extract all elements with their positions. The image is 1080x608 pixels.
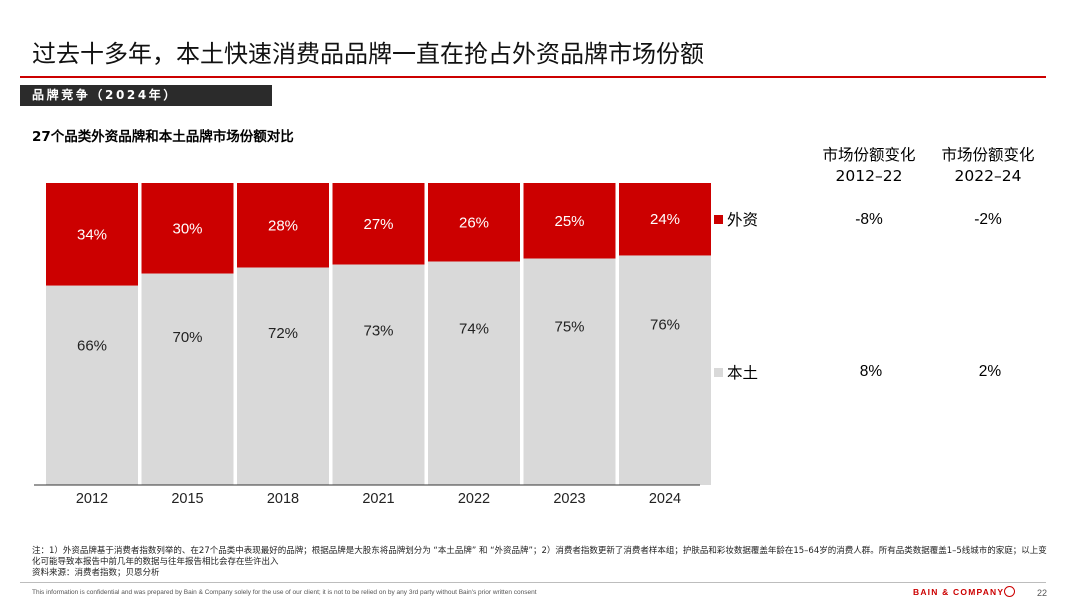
data-label-foreign-2022: 26%	[459, 214, 489, 231]
bar-local-2021	[332, 264, 425, 485]
footer-divider	[20, 582, 1046, 583]
change-foreign-2012-22: -8%	[855, 211, 883, 228]
bar-foreign-2012	[46, 183, 138, 286]
source-text: 资料来源：消费者指数；贝恩分析	[32, 568, 160, 578]
data-label-foreign-2018: 28%	[268, 217, 298, 234]
page-title: 过去十多年，本土快速消费品品牌一直在抢占外资品牌市场份额	[32, 40, 704, 68]
data-label-local-2015: 70%	[172, 329, 202, 346]
change-header-2022-24: 市场份额变化 2022–24	[923, 145, 1053, 187]
bar-local-2018	[237, 267, 329, 485]
footnotes: 注：1）外资品牌基于消费者指数列举的、在27个品类中表现最好的品牌；根据品牌是大…	[32, 546, 1052, 579]
data-label-foreign-2023: 25%	[554, 213, 584, 230]
data-label-local-2022: 74%	[459, 321, 489, 338]
title-divider	[20, 76, 1046, 78]
x-tick-label-2023: 2023	[553, 491, 585, 507]
section-label: 品牌竞争（2024年）	[20, 85, 272, 106]
data-label-local-2018: 72%	[268, 325, 298, 342]
bar-local-2022	[428, 261, 520, 485]
legend-item-local: 本土	[714, 362, 758, 382]
change-foreign-2022-24: -2%	[974, 211, 1002, 228]
brand-logo-icon	[1004, 586, 1015, 597]
data-label-local-2023: 75%	[554, 318, 584, 335]
data-label-foreign-2021: 27%	[363, 216, 393, 233]
data-label-local-2021: 73%	[363, 323, 393, 340]
x-tick-label-2012: 2012	[76, 491, 108, 507]
bar-foreign-2022	[428, 183, 520, 262]
x-tick-label-2015: 2015	[171, 491, 203, 507]
confidentiality-disclaimer: This information is confidential and was…	[32, 589, 537, 596]
legend-label-foreign: 外资	[727, 211, 759, 229]
legend-item-foreign: 外资	[714, 209, 758, 229]
data-label-foreign-2012: 34%	[77, 226, 107, 243]
page-number: 22	[1037, 588, 1048, 598]
change-local-2012-22: 8%	[859, 363, 883, 380]
data-label-foreign-2024: 24%	[650, 211, 680, 228]
notes-text: 注：1）外资品牌基于消费者指数列举的、在27个品类中表现最好的品牌；根据品牌是大…	[32, 546, 1047, 567]
bar-local-2012	[46, 285, 138, 485]
change-header-2012-22-text: 市场份额变化 2012–22	[822, 146, 916, 185]
x-tick-label-2021: 2021	[362, 491, 394, 507]
data-label-local-2012: 66%	[77, 337, 107, 354]
change-header-2022-24-text: 市场份额变化 2022–24	[941, 146, 1035, 185]
legend-swatch-local	[714, 367, 723, 377]
bar-foreign-2021	[332, 183, 425, 265]
bar-foreign-2018	[237, 183, 329, 268]
chart-title: 27个品类外资品牌和本土品牌市场份额对比	[32, 129, 294, 145]
x-tick-label-2018: 2018	[267, 491, 299, 507]
data-label-foreign-2015: 30%	[172, 220, 202, 237]
bar-foreign-2023	[523, 183, 616, 259]
legend-label-local: 本土	[727, 364, 759, 382]
bar-foreign-2015	[141, 183, 234, 274]
data-label-local-2024: 76%	[650, 316, 680, 333]
x-tick-label-2022: 2022	[458, 491, 490, 507]
bar-local-2024	[619, 255, 711, 485]
change-header-2012-22: 市场份额变化 2012–22	[804, 145, 934, 187]
bar-local-2023	[523, 258, 616, 485]
brand-logo-text: BAIN & COMPANY	[913, 587, 1005, 597]
bar-foreign-2024	[619, 183, 711, 256]
legend-swatch-foreign	[714, 214, 723, 224]
bar-local-2015	[141, 273, 234, 485]
x-tick-label-2024: 2024	[649, 491, 681, 507]
change-local-2022-24: 2%	[978, 363, 1002, 380]
